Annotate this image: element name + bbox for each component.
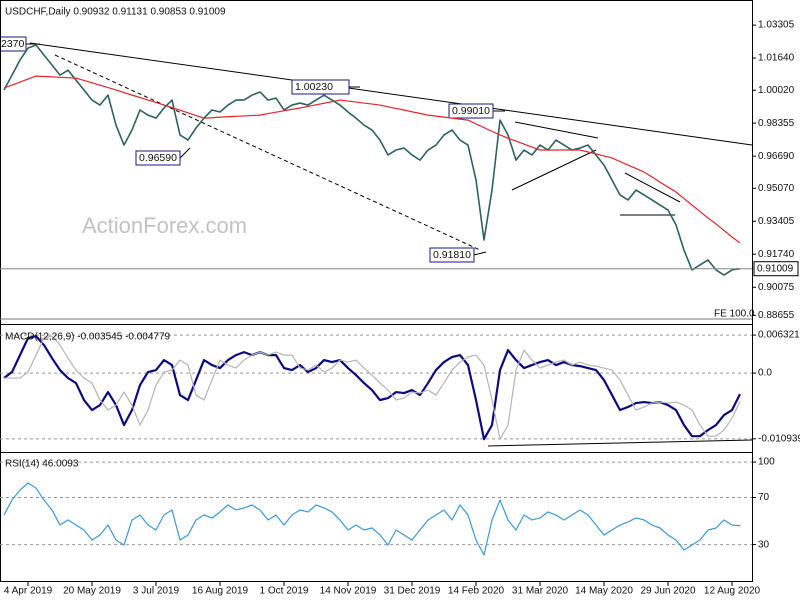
series-line [3, 75, 741, 244]
x-tick-label: 3 Jul 2019 [133, 586, 180, 597]
x-tick-label: 31 Mar 2020 [512, 586, 569, 597]
macd-support-line [487, 439, 753, 447]
y-tick-label: 100 [758, 457, 775, 468]
label-box [135, 150, 181, 166]
label-box [0, 36, 27, 52]
y-tick-label: 0.91740 [758, 249, 795, 260]
series-line [4, 335, 741, 440]
y-tick-label: 0.90075 [758, 282, 795, 293]
y-tick-label: 0.96690 [758, 151, 795, 162]
level-label: 2370 [1, 38, 25, 50]
label-box [448, 103, 494, 119]
resistance-line [29, 42, 753, 146]
plot-border [0, 0, 753, 582]
triangle-line [511, 149, 597, 191]
level-label: 1.00230 [295, 81, 333, 93]
y-tick-label: 30 [758, 539, 770, 550]
fe-label: FE 100.0 [714, 309, 755, 320]
label-box [429, 247, 475, 263]
y-tick-label: 70 [758, 492, 770, 503]
series-line [3, 44, 741, 276]
y-tick-label: 0.98355 [758, 118, 795, 129]
watermark: ActionForex.com [82, 213, 247, 238]
x-tick-label: 14 Nov 2019 [320, 586, 377, 597]
trend-lines [26, 42, 753, 447]
last-price-box [753, 261, 799, 277]
panel-title: MACD(12,26,9) -0.003545 -0.004779 [5, 332, 171, 343]
x-tick-label: 12 Aug 2020 [704, 586, 761, 597]
frame [0, 0, 753, 582]
y-tick-label: 0.95070 [758, 183, 795, 194]
wedge-line [624, 172, 681, 203]
y-tick-label: 1.00020 [758, 85, 795, 96]
projection-line [54, 54, 481, 251]
x-tick-label: 16 Aug 2019 [192, 586, 249, 597]
panel-title: USDCHF,Daily 0.90932 0.91131 0.90853 0.9… [5, 7, 226, 18]
x-tick-label: 14 May 2020 [575, 586, 633, 597]
last-price-label: 0.91009 [757, 263, 794, 274]
level-label: 0.99010 [452, 105, 490, 117]
triangle-line [514, 121, 599, 139]
y-tick-label: 0.0 [758, 368, 772, 379]
series-line [3, 335, 741, 441]
x-tick-label: 14 Feb 2020 [448, 586, 505, 597]
x-tick-label: 29 Jun 2020 [640, 586, 695, 597]
x-tick-label: 31 Dec 2019 [384, 586, 441, 597]
level-label: 0.91810 [433, 249, 471, 261]
y-tick-label: 1.03305 [758, 20, 795, 31]
level-line [473, 251, 487, 256]
y-tick-label: 0.006321 [758, 330, 800, 341]
x-tick-label: 1 Oct 2019 [260, 586, 309, 597]
level-labels: 2370 1.00230 0.96590 0.99010 0.91810 [0, 36, 494, 263]
y-tick-label: 0.93405 [758, 216, 795, 227]
series-line [3, 482, 741, 556]
y-tick-label: 1.01640 [758, 53, 795, 64]
level-label: 0.96590 [139, 152, 177, 164]
x-tick-label: 4 Apr 2019 [4, 586, 53, 597]
label-box [291, 79, 350, 95]
x-tick-label: 20 May 2019 [63, 586, 121, 597]
panel-title: RSI(14) 46.0093 [5, 459, 79, 470]
level-line [179, 147, 191, 159]
y-tick-label: -0.010939 [758, 433, 800, 444]
y-tick-label: 0.88655 [758, 310, 795, 321]
